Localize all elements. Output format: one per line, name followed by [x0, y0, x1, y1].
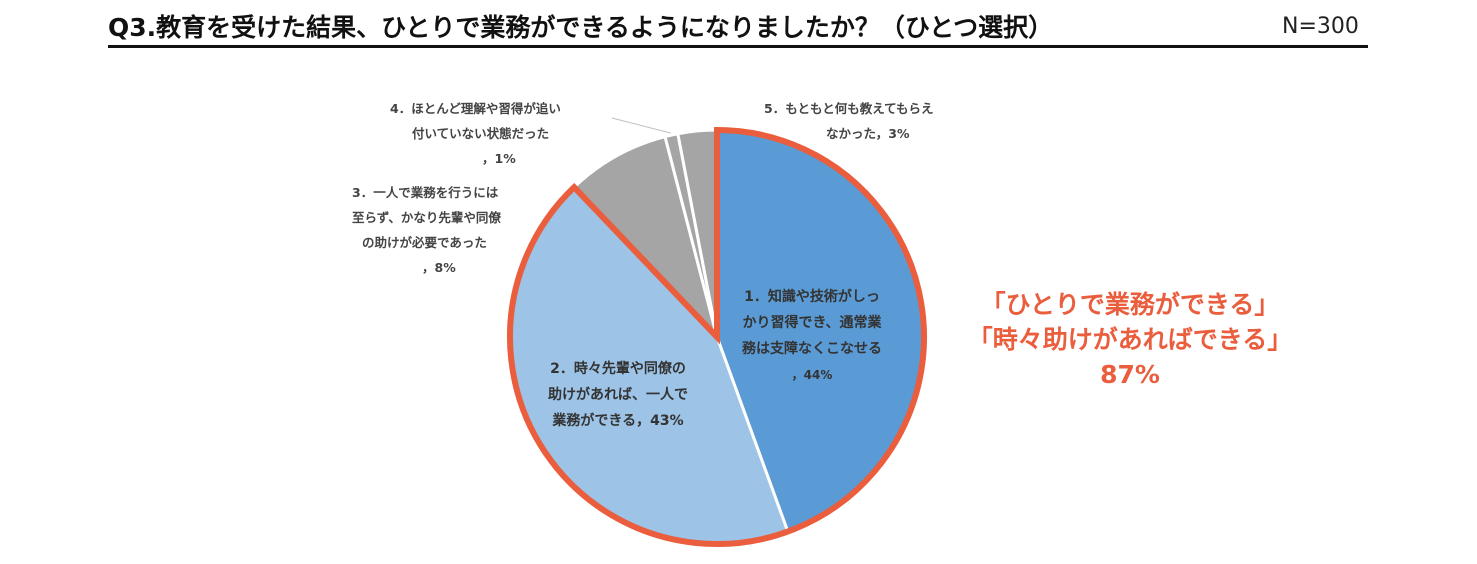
slice-label-4-line-1: 4．ほとんど理解や習得が追い	[390, 101, 561, 116]
title-underline	[108, 45, 1368, 48]
slice-label-1: 1．知識や技術がしっ かり習得でき、通常業 務は支障なくこなせる ，44%	[742, 284, 882, 388]
slice-label-3-line-1: 3．一人で業務を行うには	[352, 185, 499, 200]
slice-label-5: 5．もともと何も教えてもらえ なかった，3%	[764, 96, 933, 146]
callout-value: 87%	[1100, 360, 1160, 389]
slice-label-4-line-2: 付いていない状態だった	[412, 126, 550, 141]
slice-label-1-line-2: かり習得でき、通常業	[742, 315, 882, 331]
slice-label-5-line-1: 5．もともと何も教えてもらえ	[764, 101, 934, 116]
callout-summary: 「ひとりで業務ができる」 「時々助けがあればできる」 87%	[945, 287, 1315, 392]
slice-label-4: 4．ほとんど理解や習得が追い 付いていない状態だった ，1%	[390, 96, 561, 171]
leader-line-4	[611, 117, 672, 134]
slice-label-1-pct: ，44%	[791, 368, 833, 382]
callout-line-1: 「ひとりで業務ができる」	[980, 290, 1280, 319]
slice-label-2-line-2: 助けがあれば、一人で	[548, 387, 688, 403]
slice-label-2-line-3: 業務ができる，43%	[552, 413, 684, 429]
slice-label-4-pct: ，1%	[482, 151, 516, 166]
sample-size-label: N=300	[1282, 14, 1359, 39]
slice-label-3: 3．一人で業務を行うには 至らず、かなり先輩や同僚 の助けが必要であった ，8%	[352, 180, 501, 280]
slice-label-3-line-2: 至らず、かなり先輩や同僚	[352, 210, 501, 225]
slice-label-2-line-1: 2．時々先輩や同僚の	[550, 361, 686, 377]
chart-title: Q3.教育を受けた結果、ひとりで業務ができるようになりましたか？（ひとつ選択）	[108, 13, 1054, 42]
slice-label-1-line-3: 務は支障なくこなせる	[742, 341, 882, 357]
slice-label-3-pct: ，8%	[422, 260, 456, 275]
slice-label-3-line-3: の助けが必要であった	[362, 235, 487, 250]
highlight-outline	[507, 126, 927, 547]
callout-line-2: 「時々助けがあればできる」	[967, 325, 1293, 354]
slice-label-1-line-1: 1．知識や技術がしっ	[744, 289, 880, 305]
slice-label-5-line-2: なかった，3%	[826, 126, 910, 141]
slice-label-2: 2．時々先輩や同僚の 助けがあれば、一人で 業務ができる，43%	[548, 356, 688, 434]
